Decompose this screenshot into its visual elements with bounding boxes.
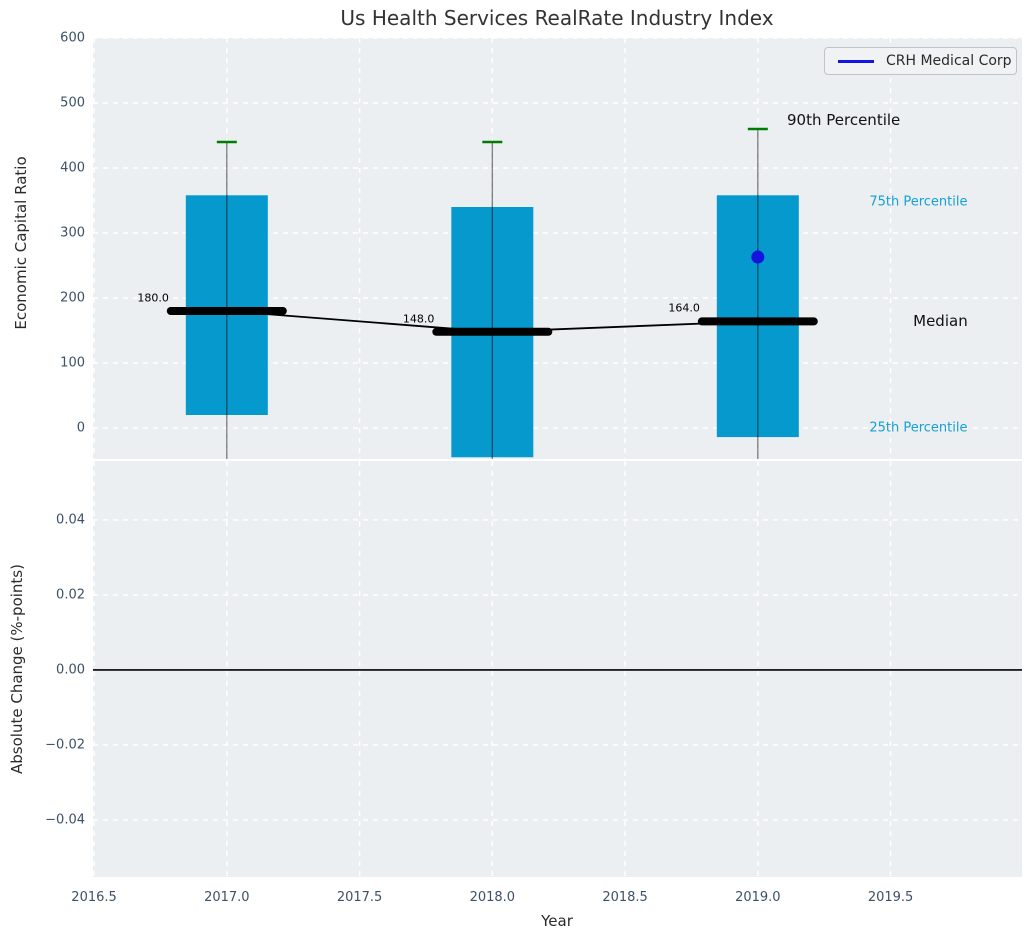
x-tick-2018.5: 2018.5 xyxy=(602,890,648,905)
annotation-median: Median xyxy=(913,312,968,331)
x-tick-2017.0: 2017.0 xyxy=(204,890,250,905)
annotation-25th-percentile: 25th Percentile xyxy=(869,420,968,436)
x-axis-label: Year xyxy=(541,912,573,930)
top-y-tick-300: 300 xyxy=(60,225,85,241)
bottom-y-tick-0.02: 0.02 xyxy=(56,587,85,603)
bottom-y-tick-0.00: 0.00 xyxy=(56,662,85,678)
bottom-y-tick-−0.04: −0.04 xyxy=(45,812,85,828)
top-y-tick-400: 400 xyxy=(60,160,85,176)
bottom-y-tick-0.04: 0.04 xyxy=(56,512,85,528)
x-tick-2019.0: 2019.0 xyxy=(735,890,781,905)
annotation-90th-percentile: 90th Percentile xyxy=(787,110,901,129)
top-y-tick-0: 0 xyxy=(76,420,85,436)
top-y-tick-600: 600 xyxy=(60,30,85,46)
top-y-tick-500: 500 xyxy=(60,95,85,111)
top-y-tick-200: 200 xyxy=(60,290,85,306)
median-value-label-2017: 180.0 xyxy=(137,291,169,305)
x-tick-2016.5: 2016.5 xyxy=(71,890,117,905)
company-point xyxy=(751,250,765,264)
legend-line-icon xyxy=(838,59,874,63)
median-value-label-2018: 148.0 xyxy=(402,312,435,326)
x-tick-2017.5: 2017.5 xyxy=(336,890,383,905)
top-y-tick-100: 100 xyxy=(60,355,85,371)
legend: CRH Medical Corp xyxy=(824,47,1017,75)
legend-label: CRH Medical Corp xyxy=(886,53,1012,69)
chart-title: Us Health Services RealRate Industry Ind… xyxy=(340,6,774,30)
bottom-y-tick-−0.02: −0.02 xyxy=(45,737,85,753)
annotation-75th-percentile: 75th Percentile xyxy=(869,194,968,210)
bottom-axes-background xyxy=(93,461,1022,877)
x-tick-2019.5: 2019.5 xyxy=(867,890,914,905)
x-tick-2018.0: 2018.0 xyxy=(469,890,516,905)
median-value-label-2019: 164.0 xyxy=(668,301,700,315)
